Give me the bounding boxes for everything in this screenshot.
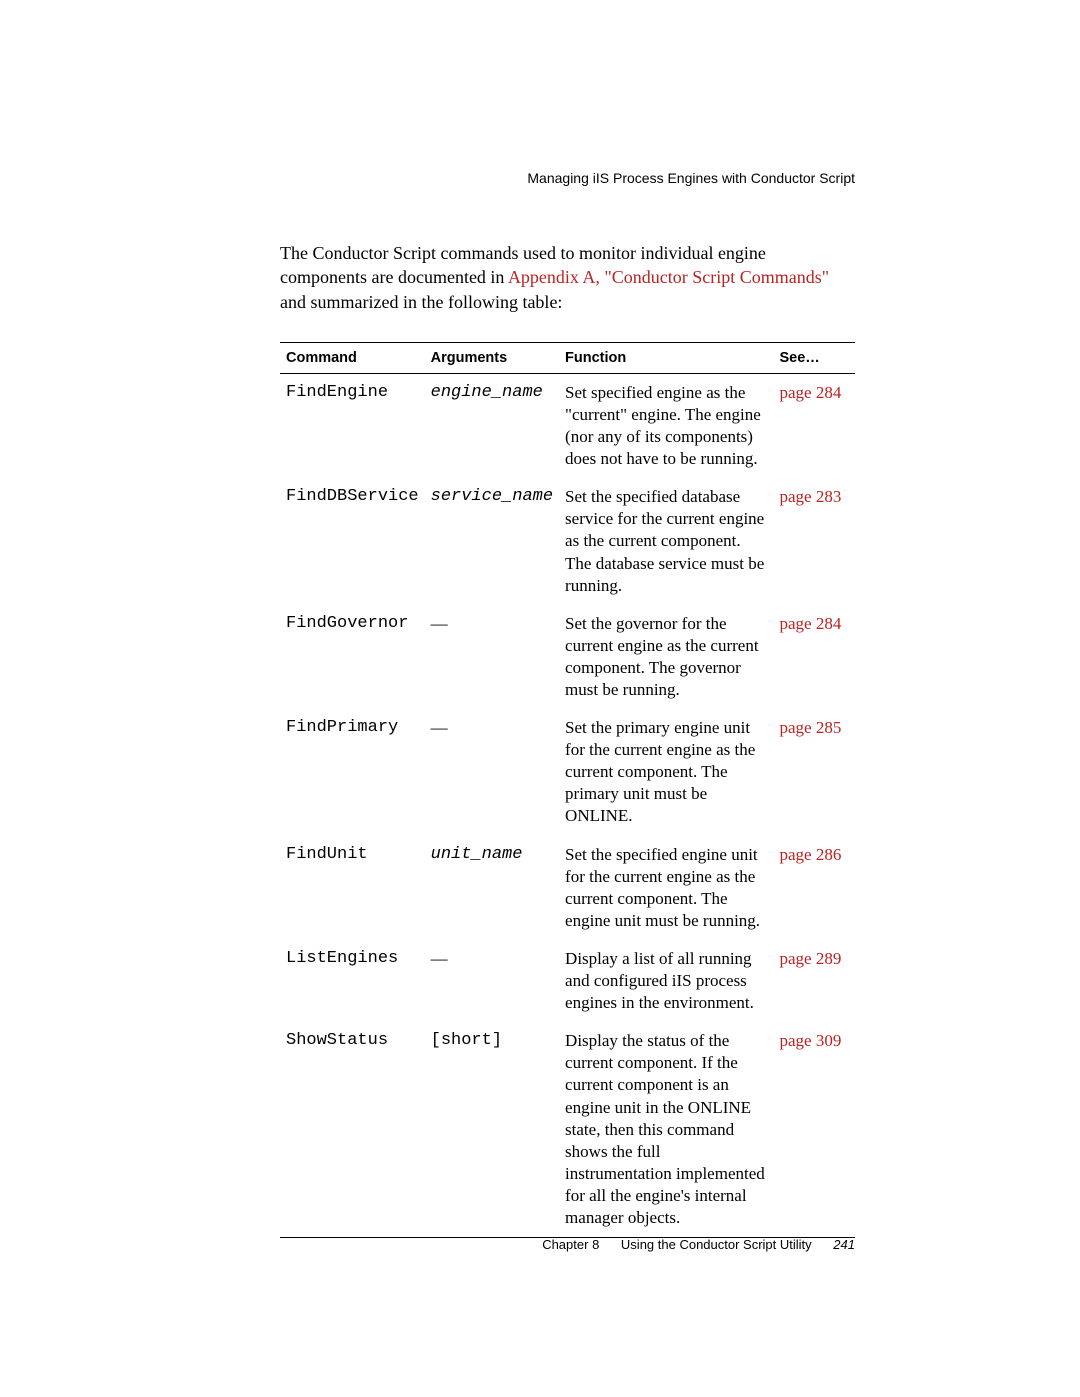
intro-paragraph: The Conductor Script commands used to mo… xyxy=(280,241,855,314)
intro-suffix: and summarized in the following table: xyxy=(280,292,562,312)
function-cell: Set specified engine as the "current" en… xyxy=(559,373,773,478)
table-row: FindEngineengine_nameSet specified engin… xyxy=(280,373,855,478)
function-cell: Set the specified database service for t… xyxy=(559,478,773,604)
table-row: ShowStatus[short]Display the status of t… xyxy=(280,1022,855,1237)
page-link[interactable]: page 283 xyxy=(773,478,855,604)
page-number: 241 xyxy=(833,1237,855,1252)
table-row: FindPrimary—Set the primary engine unit … xyxy=(280,709,855,835)
table-row: FindDBServiceservice_nameSet the specifi… xyxy=(280,478,855,604)
function-cell: Set the specified engine unit for the cu… xyxy=(559,836,773,940)
page-link[interactable]: page 284 xyxy=(773,373,855,478)
header-arguments: Arguments xyxy=(425,342,559,373)
table-row: ListEngines—Display a list of all runnin… xyxy=(280,940,855,1022)
arguments-cell: engine_name xyxy=(425,373,559,478)
arguments-cell: [short] xyxy=(425,1022,559,1237)
page-link[interactable]: page 285 xyxy=(773,709,855,835)
command-cell: FindGovernor xyxy=(280,605,425,709)
page-link[interactable]: page 286 xyxy=(773,836,855,940)
table-body: FindEngineengine_nameSet specified engin… xyxy=(280,373,855,1237)
page-footer: Chapter 8 Using the Conductor Script Uti… xyxy=(280,1237,855,1252)
chapter-number: 8 xyxy=(592,1237,599,1252)
command-table: Command Arguments Function See… FindEngi… xyxy=(280,342,855,1238)
command-cell: FindEngine xyxy=(280,373,425,478)
command-cell: FindPrimary xyxy=(280,709,425,835)
command-cell: FindDBService xyxy=(280,478,425,604)
command-cell: ShowStatus xyxy=(280,1022,425,1237)
page-link[interactable]: page 309 xyxy=(773,1022,855,1237)
command-cell: ListEngines xyxy=(280,940,425,1022)
arguments-cell: — xyxy=(425,605,559,709)
table-row: FindGovernor—Set the governor for the cu… xyxy=(280,605,855,709)
page-link[interactable]: page 289 xyxy=(773,940,855,1022)
chapter-title: Using the Conductor Script Utility xyxy=(621,1237,812,1252)
arguments-cell: — xyxy=(425,940,559,1022)
command-cell: FindUnit xyxy=(280,836,425,940)
header-command: Command xyxy=(280,342,425,373)
function-cell: Display the status of the current compon… xyxy=(559,1022,773,1237)
document-page: Managing iIS Process Engines with Conduc… xyxy=(0,0,1080,1238)
header-section: Managing iIS Process Engines with Conduc… xyxy=(280,170,855,186)
function-cell: Set the primary engine unit for the curr… xyxy=(559,709,773,835)
function-cell: Set the governor for the current engine … xyxy=(559,605,773,709)
function-cell: Display a list of all running and config… xyxy=(559,940,773,1022)
page-link[interactable]: page 284 xyxy=(773,605,855,709)
appendix-link[interactable]: Appendix A, "Conductor Script Commands" xyxy=(508,267,829,287)
chapter-label: Chapter xyxy=(542,1237,588,1252)
arguments-cell: — xyxy=(425,709,559,835)
arguments-cell: unit_name xyxy=(425,836,559,940)
table-header-row: Command Arguments Function See… xyxy=(280,342,855,373)
table-row: FindUnitunit_nameSet the specified engin… xyxy=(280,836,855,940)
header-see: See… xyxy=(773,342,855,373)
header-function: Function xyxy=(559,342,773,373)
arguments-cell: service_name xyxy=(425,478,559,604)
